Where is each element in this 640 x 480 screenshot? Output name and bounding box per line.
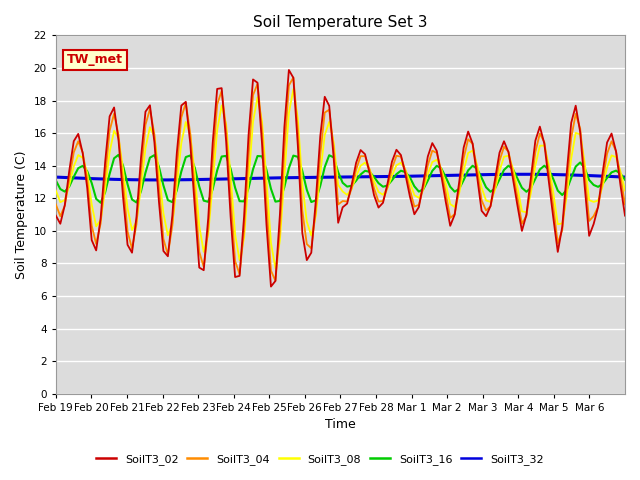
Legend: SoilT3_02, SoilT3_04, SoilT3_08, SoilT3_16, SoilT3_32: SoilT3_02, SoilT3_04, SoilT3_08, SoilT3_…: [92, 450, 548, 469]
X-axis label: Time: Time: [325, 419, 356, 432]
Title: Soil Temperature Set 3: Soil Temperature Set 3: [253, 15, 428, 30]
Text: TW_met: TW_met: [67, 53, 124, 66]
Y-axis label: Soil Temperature (C): Soil Temperature (C): [15, 150, 28, 279]
